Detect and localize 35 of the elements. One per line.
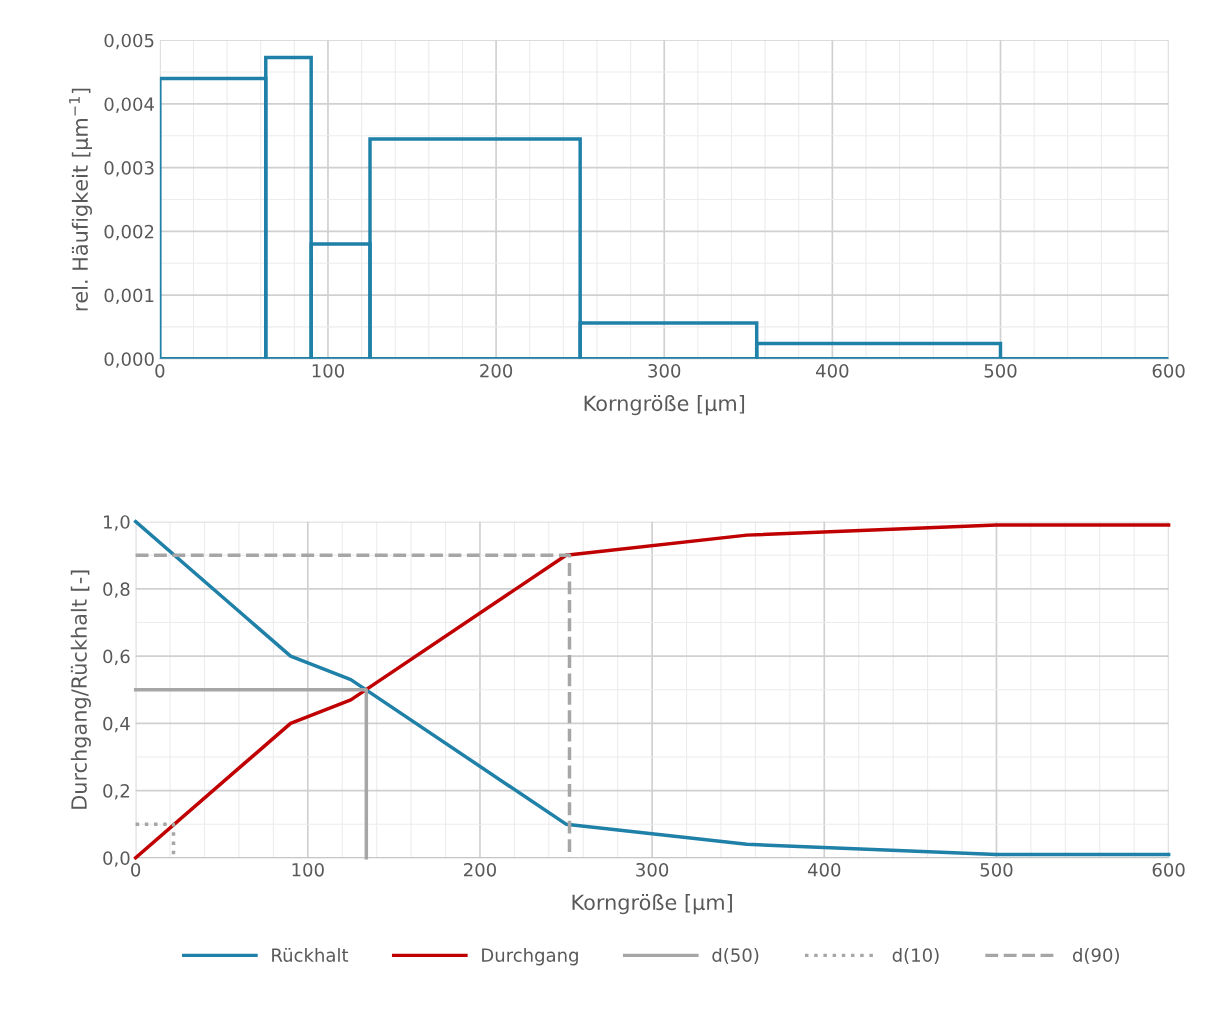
y-tick-label: 0,001 <box>104 288 154 305</box>
legend-label: Durchgang <box>482 947 578 966</box>
y-tick-label: 0,0 <box>103 851 130 867</box>
x-tick-label: 0 <box>155 363 165 378</box>
y-tick-label: 0,004 <box>104 97 154 113</box>
legend-label: Rückhalt <box>272 947 349 962</box>
y-axis-title: rel. Häufigkeit [µm$^{−1}$] <box>69 88 93 311</box>
legend-label: d(90) <box>1072 947 1119 965</box>
legend-label: d(10) <box>892 947 939 965</box>
y-tick-label: 0,4 <box>103 716 130 733</box>
y-axis-title: Durchgang/Rückhalt [-] <box>70 570 91 809</box>
y-tick-label: 0,002 <box>104 224 154 241</box>
x-tick-label: 600 <box>1152 363 1185 378</box>
x-tick-label: 100 <box>312 363 345 378</box>
y-tick-label: 0,2 <box>103 784 129 800</box>
x-axis-title: Korngröße [µm] <box>584 395 745 416</box>
x-tick-label: 500 <box>980 862 1013 877</box>
x-tick-label: 500 <box>984 363 1017 378</box>
y-tick-label: 0,000 <box>104 352 154 368</box>
x-axis-title: Korngröße [µm] <box>572 894 732 915</box>
y-tick-label: 0,005 <box>104 33 154 50</box>
x-tick-label: 400 <box>816 363 849 378</box>
x-tick-label: 300 <box>636 862 669 877</box>
y-tick-label: 0,8 <box>103 582 130 598</box>
x-tick-label: 100 <box>292 862 324 877</box>
x-tick-label: 400 <box>807 862 841 877</box>
y-tick-label: 0,6 <box>103 649 130 666</box>
x-tick-label: 200 <box>464 862 496 877</box>
x-tick-label: 300 <box>648 363 681 378</box>
y-tick-label: 1,0 <box>104 515 130 531</box>
x-tick-label: 200 <box>480 363 513 378</box>
x-tick-label: 0 <box>131 862 141 877</box>
legend-label: d(50) <box>712 947 759 965</box>
x-tick-label: 600 <box>1152 862 1185 877</box>
y-tick-label: 0,003 <box>104 161 154 177</box>
